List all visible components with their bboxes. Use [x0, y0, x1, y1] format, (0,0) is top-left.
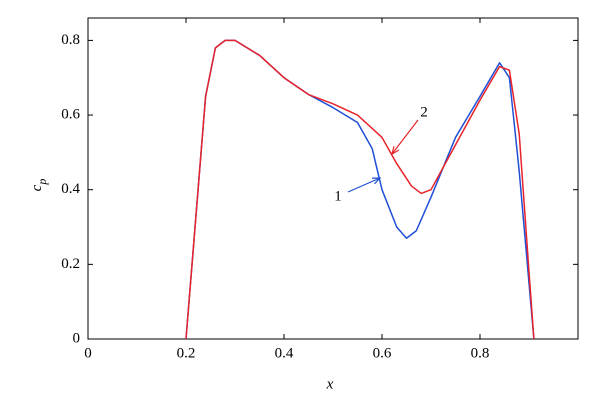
- plot-frame: [87, 17, 579, 340]
- series-line: [185, 39, 535, 340]
- y-tick-label: 0: [73, 330, 81, 346]
- x-tick-label: 0.4: [275, 345, 294, 361]
- y-axis-label-subscript: p: [35, 179, 49, 186]
- x-tick-label: 0: [84, 345, 92, 361]
- annotation-arrow: [391, 119, 419, 155]
- series-label: 1: [334, 188, 342, 204]
- x-tick-label: 0.8: [471, 345, 490, 361]
- x-tick-label: 0.2: [177, 345, 196, 361]
- annotation-arrow: [347, 177, 381, 193]
- y-tick-label: 0.6: [61, 106, 80, 122]
- y-axis-label: cp: [29, 179, 48, 192]
- y-tick-label: 0.8: [61, 32, 80, 48]
- series-label: 2: [420, 104, 428, 120]
- y-tick-label: 0.4: [61, 181, 80, 197]
- x-axis-label: x: [326, 376, 334, 392]
- y-tick-label: 0.2: [61, 256, 80, 272]
- annotation-arrowhead: [371, 177, 382, 185]
- series-line: [185, 39, 535, 340]
- x-tick-label: 0.6: [373, 345, 392, 361]
- y-axis-label-main: c: [29, 184, 45, 191]
- annotation-arrowhead: [391, 146, 400, 156]
